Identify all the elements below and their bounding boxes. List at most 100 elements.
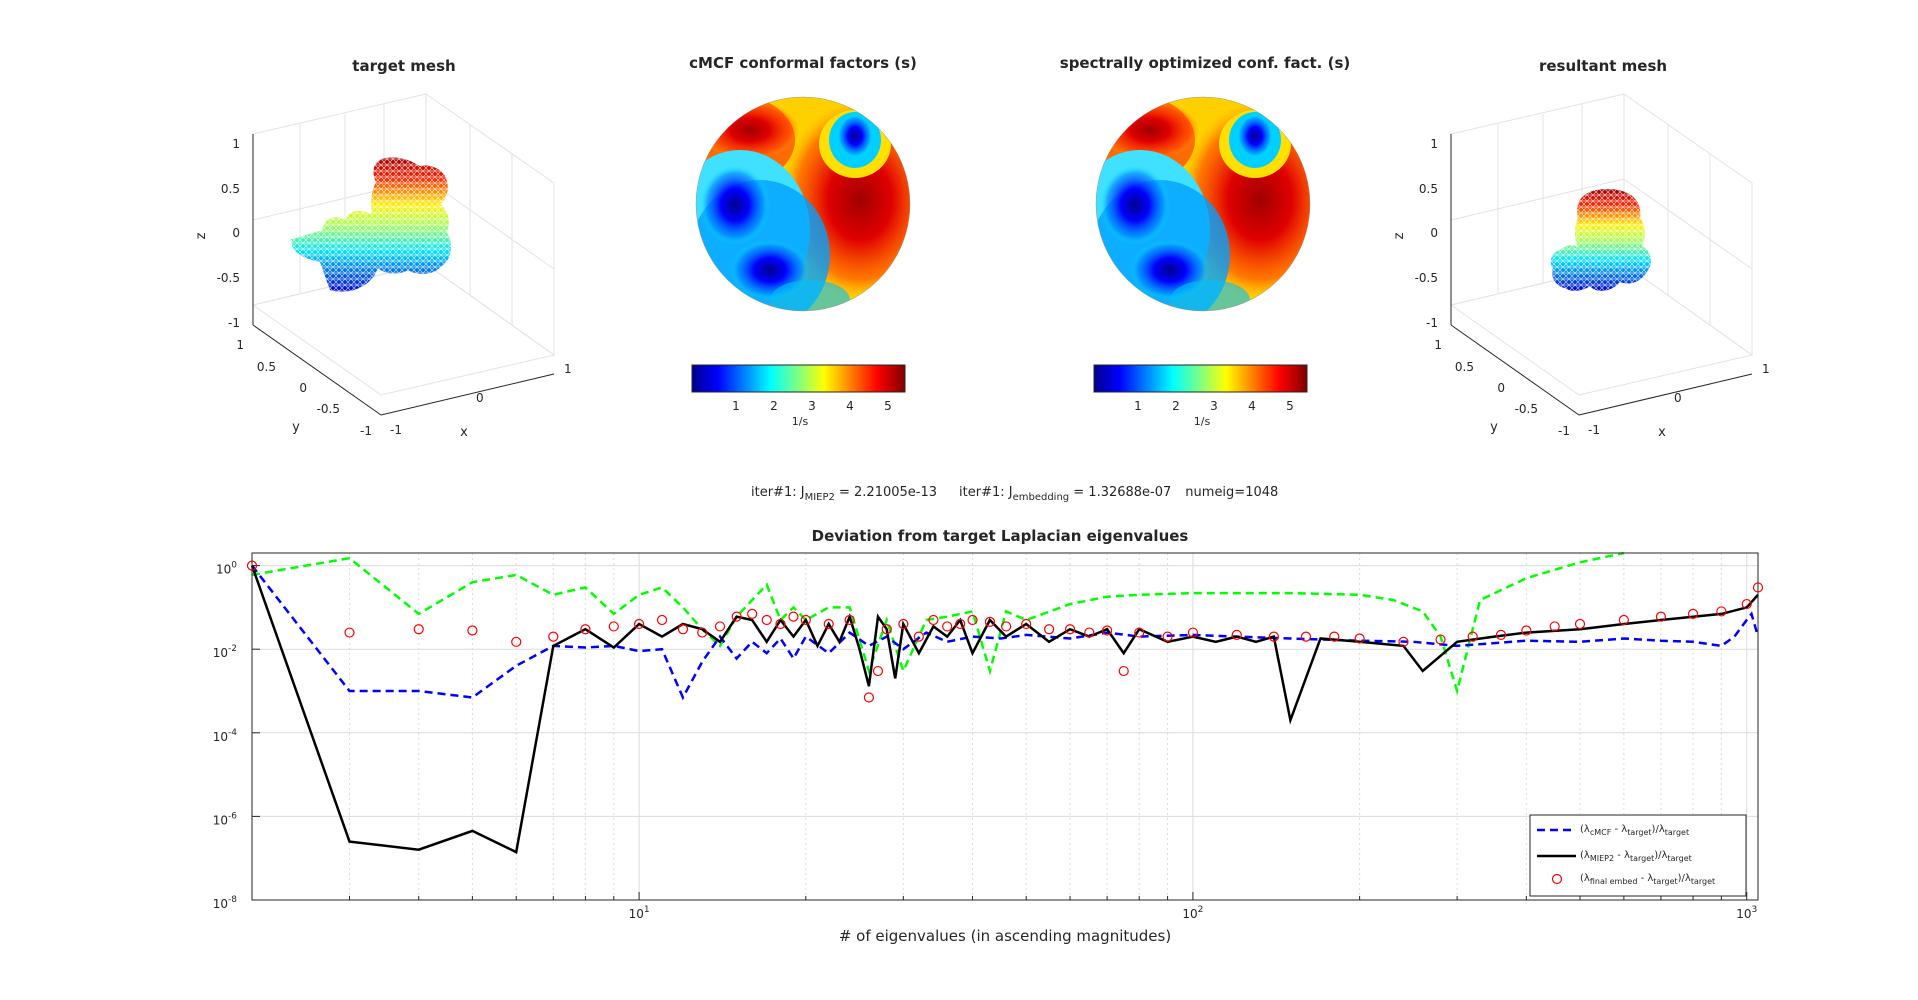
info-prefix-2: iter#1: J	[959, 485, 1013, 500]
x-axis-label: # of eigenvalues (in ascending magnitude…	[839, 927, 1171, 945]
embed-marker	[967, 614, 978, 626]
x-tick: 1	[1762, 362, 1770, 376]
y-tick: 0	[1497, 381, 1505, 395]
eigenvalue-deviation-chart: Deviation from target Laplacian eigenval…	[213, 527, 1764, 945]
embed-marker	[1329, 631, 1340, 642]
y-tick: 1	[1434, 338, 1442, 352]
colorbar	[691, 364, 906, 393]
z-axis-label: z	[1392, 232, 1407, 239]
embed-marker	[1231, 629, 1242, 640]
z-tick: -1	[1426, 316, 1438, 330]
y-tick-labels: 1 0.5 0 -0.5 -1	[1434, 338, 1570, 438]
legend-label-cmcf: (λcMCF - λtarget)/λtarget	[1580, 824, 1689, 837]
embed-marker	[1741, 598, 1752, 610]
y-tick: -0.5	[317, 402, 340, 416]
z-tick-labels: 1 0.5 0 -0.5 -1	[1415, 137, 1438, 330]
embed-marker	[844, 614, 855, 626]
y-tick-label: 10-4	[213, 728, 238, 744]
embed-marker	[788, 611, 799, 622]
embed-marker	[823, 618, 834, 630]
colorbar	[1093, 364, 1308, 393]
x-tick-labels: 1 0 -1	[390, 362, 572, 437]
panel-title: target mesh	[352, 57, 455, 75]
embed-marker	[1618, 614, 1629, 626]
embed-marker	[1001, 621, 1012, 632]
colorbar-tick: 5	[884, 399, 892, 413]
x-tick: -1	[1588, 423, 1600, 437]
embed-marker	[872, 665, 884, 677]
embed-marker	[714, 621, 726, 632]
legend-label-miep2: (λMIEP2 - λtarget)/λtarget	[1580, 850, 1692, 863]
x-tick: 0	[476, 391, 484, 405]
embed-marker	[1467, 631, 1478, 642]
y-tick: -1	[1558, 424, 1570, 438]
plot-frame	[251, 552, 1759, 901]
z-axis-label: z	[194, 232, 209, 239]
x-tick-label: 102	[1182, 905, 1203, 921]
colorbar-tick: 2	[1172, 399, 1180, 413]
colorbar-tick: 3	[808, 399, 816, 413]
z-tick: 0	[1430, 226, 1438, 240]
y-tick: 1	[236, 338, 244, 352]
chart-title: Deviation from target Laplacian eigenval…	[812, 527, 1189, 545]
series-line-green	[251, 551, 1625, 696]
y-tick-label: 100	[216, 561, 237, 577]
cmcf-sphere	[696, 97, 910, 311]
embed-marker	[1495, 629, 1507, 640]
embed-marker	[511, 636, 522, 647]
info-sub-2: embedding	[1013, 492, 1070, 503]
z-tick: 0.5	[1419, 182, 1438, 196]
embed-marker	[928, 614, 939, 626]
z-tick: 0.5	[221, 182, 240, 196]
info-value-1: = 2.21005e-13	[835, 485, 937, 500]
colorbar-tick: 5	[1286, 399, 1294, 413]
target-mesh-surface	[289, 157, 451, 292]
z-tick: 0	[232, 226, 240, 240]
x-axis-label: x	[460, 425, 468, 440]
colorbar-tick: 3	[1210, 399, 1218, 413]
y-tick-label: 10-8	[213, 895, 238, 911]
embed-marker	[747, 608, 758, 619]
embed-marker	[1398, 636, 1409, 647]
y-tick-labels: 1 0.5 0 -0.5 -1	[236, 338, 372, 438]
y-tick: -1	[360, 424, 372, 438]
embed-marker	[955, 618, 966, 630]
embed-marker	[580, 624, 591, 635]
legend: (λcMCF - λtarget)/λtarget (λMIEP2 - λtar…	[1529, 814, 1747, 897]
y-tick-label: 10-6	[213, 811, 238, 827]
embed-marker	[608, 621, 619, 632]
z-tick: 1	[1430, 137, 1438, 151]
info-line: iter#1: JMIEP2 = 2.21005e-13 iter#1: Jemb…	[751, 485, 1278, 503]
embed-marker	[1268, 631, 1279, 642]
y-tick: 0.5	[1455, 360, 1474, 374]
colorbar-tick: 1	[1134, 399, 1142, 413]
colorbar-label: 1/s	[792, 415, 809, 428]
3d-axis-lines	[1450, 134, 1753, 416]
colorbar-tick: 2	[770, 399, 778, 413]
resultant-mesh-surface	[1550, 189, 1651, 291]
z-tick: -0.5	[1415, 271, 1438, 285]
embed-marker	[697, 627, 708, 638]
embed-marker	[913, 631, 924, 642]
embed-marker	[1021, 618, 1032, 630]
embed-marker	[1687, 608, 1699, 619]
info-sub-1: MIEP2	[805, 492, 835, 503]
y-tick-labels: 100 10-2 10-4 10-6 10-8	[213, 561, 238, 911]
embed-marker	[1435, 634, 1446, 645]
embed-marker	[863, 692, 875, 703]
embed-marker	[1064, 624, 1076, 635]
info-value-2: = 1.32688e-07	[1069, 485, 1171, 500]
embed-marker	[942, 621, 953, 632]
info-prefix-1: iter#1: J	[751, 485, 805, 500]
panel-title: cMCF conformal factors (s)	[689, 54, 917, 72]
y-axis-label: y	[1490, 420, 1498, 435]
embed-marker	[1187, 627, 1199, 638]
panel-title: resultant mesh	[1539, 57, 1667, 75]
x-axis-label: x	[1658, 425, 1666, 440]
y-tick: -0.5	[1515, 402, 1538, 416]
embed-marker	[656, 614, 668, 626]
embed-marker	[1716, 606, 1727, 617]
chart-series	[246, 551, 1764, 854]
embed-marker	[1549, 621, 1560, 632]
